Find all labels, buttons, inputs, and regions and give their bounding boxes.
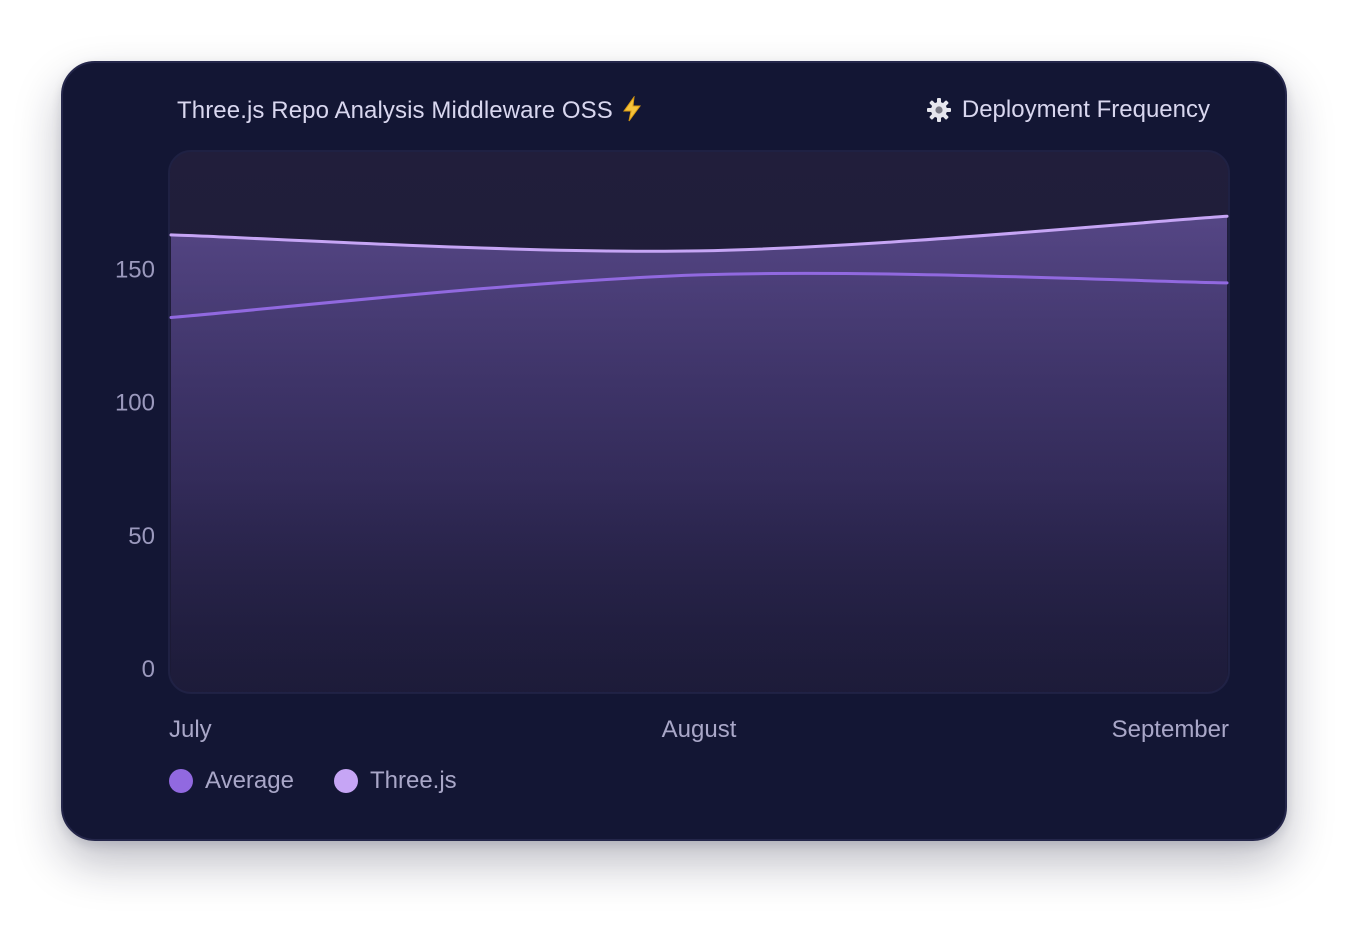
metric-label: Deployment Frequency [926,96,1210,124]
legend-threejs-label: Three.js [369,767,457,794]
y-tick-label: 0 [142,656,155,683]
legend-item-average[interactable]: Average [169,767,294,795]
series-area-fill [171,216,1227,693]
x-tick-label: August [662,716,737,743]
y-tick-label: 150 [115,257,155,284]
repo-title: Three.js Repo Analysis Middleware OSS [177,96,643,125]
legend-threejs-dot [333,769,358,793]
y-tick-label: 100 [115,390,155,417]
legend-item-threejs[interactable]: Three.js [333,767,457,795]
metric-label-text: Deployment Frequency [961,96,1210,123]
line-chart: 0 50 100 150 July August September [115,150,1230,743]
x-tick-label: July [169,716,212,743]
legend-average-label: Average [205,767,294,794]
x-tick-label: September [1112,716,1229,743]
gear-icon [926,98,951,122]
data-point-average-1 [696,272,702,278]
repo-title-text: Three.js Repo Analysis Middleware OSS [177,97,613,124]
lightning-bolt-icon [622,96,641,122]
data-point-threejs-1 [696,248,702,254]
legend: Average Three.js [169,767,497,795]
chart-card: Three.js Repo Analysis Middleware OSS De… [61,61,1287,841]
legend-average-dot [169,769,193,793]
series-line-threejs [169,214,1229,253]
series-line-average [169,271,1229,319]
y-tick-label: 50 [128,523,155,550]
